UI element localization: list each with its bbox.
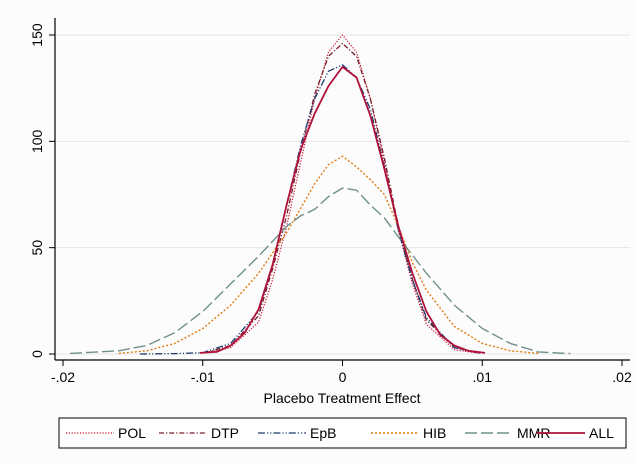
legend: POL DTP EpB HIB MMR ALL: [66, 425, 614, 441]
x-tick-label-1: -.01: [191, 369, 215, 385]
y-tick-label-3: 150: [29, 23, 45, 47]
legend-label-pol: POL: [118, 425, 146, 441]
x-ticks: -.02 -.01 0 .01 .02: [51, 360, 632, 385]
y-tick-label-0: 0: [29, 350, 45, 358]
series-line-hib: [118, 155, 539, 355]
x-tick-label-2: 0: [339, 369, 347, 385]
series-line-epb: [139, 64, 480, 355]
legend-label-hib: HIB: [423, 425, 446, 441]
x-axis-label: Placebo Treatment Effect: [264, 390, 421, 406]
x-tick-label-3: .01: [473, 369, 493, 385]
x-tick-label-0: -.02: [51, 369, 75, 385]
y-tick-label-2: 100: [29, 129, 45, 153]
y-ticks: 0 50 100 150: [29, 23, 55, 358]
series-line-all: [199, 66, 486, 354]
series-line-pol: [205, 34, 480, 354]
series-line-dtp: [205, 42, 480, 354]
y-tick-label-1: 50: [29, 240, 45, 256]
series-line-mmr: [69, 187, 571, 355]
series-lines: [69, 34, 571, 355]
legend-label-dtp: DTP: [211, 425, 239, 441]
legend-label-mmr: MMR: [517, 425, 550, 441]
legend-box: [58, 417, 627, 449]
x-tick-label-4: .02: [612, 369, 632, 385]
legend-label-all: ALL: [589, 425, 614, 441]
legend-label-epb: EpB: [310, 425, 336, 441]
